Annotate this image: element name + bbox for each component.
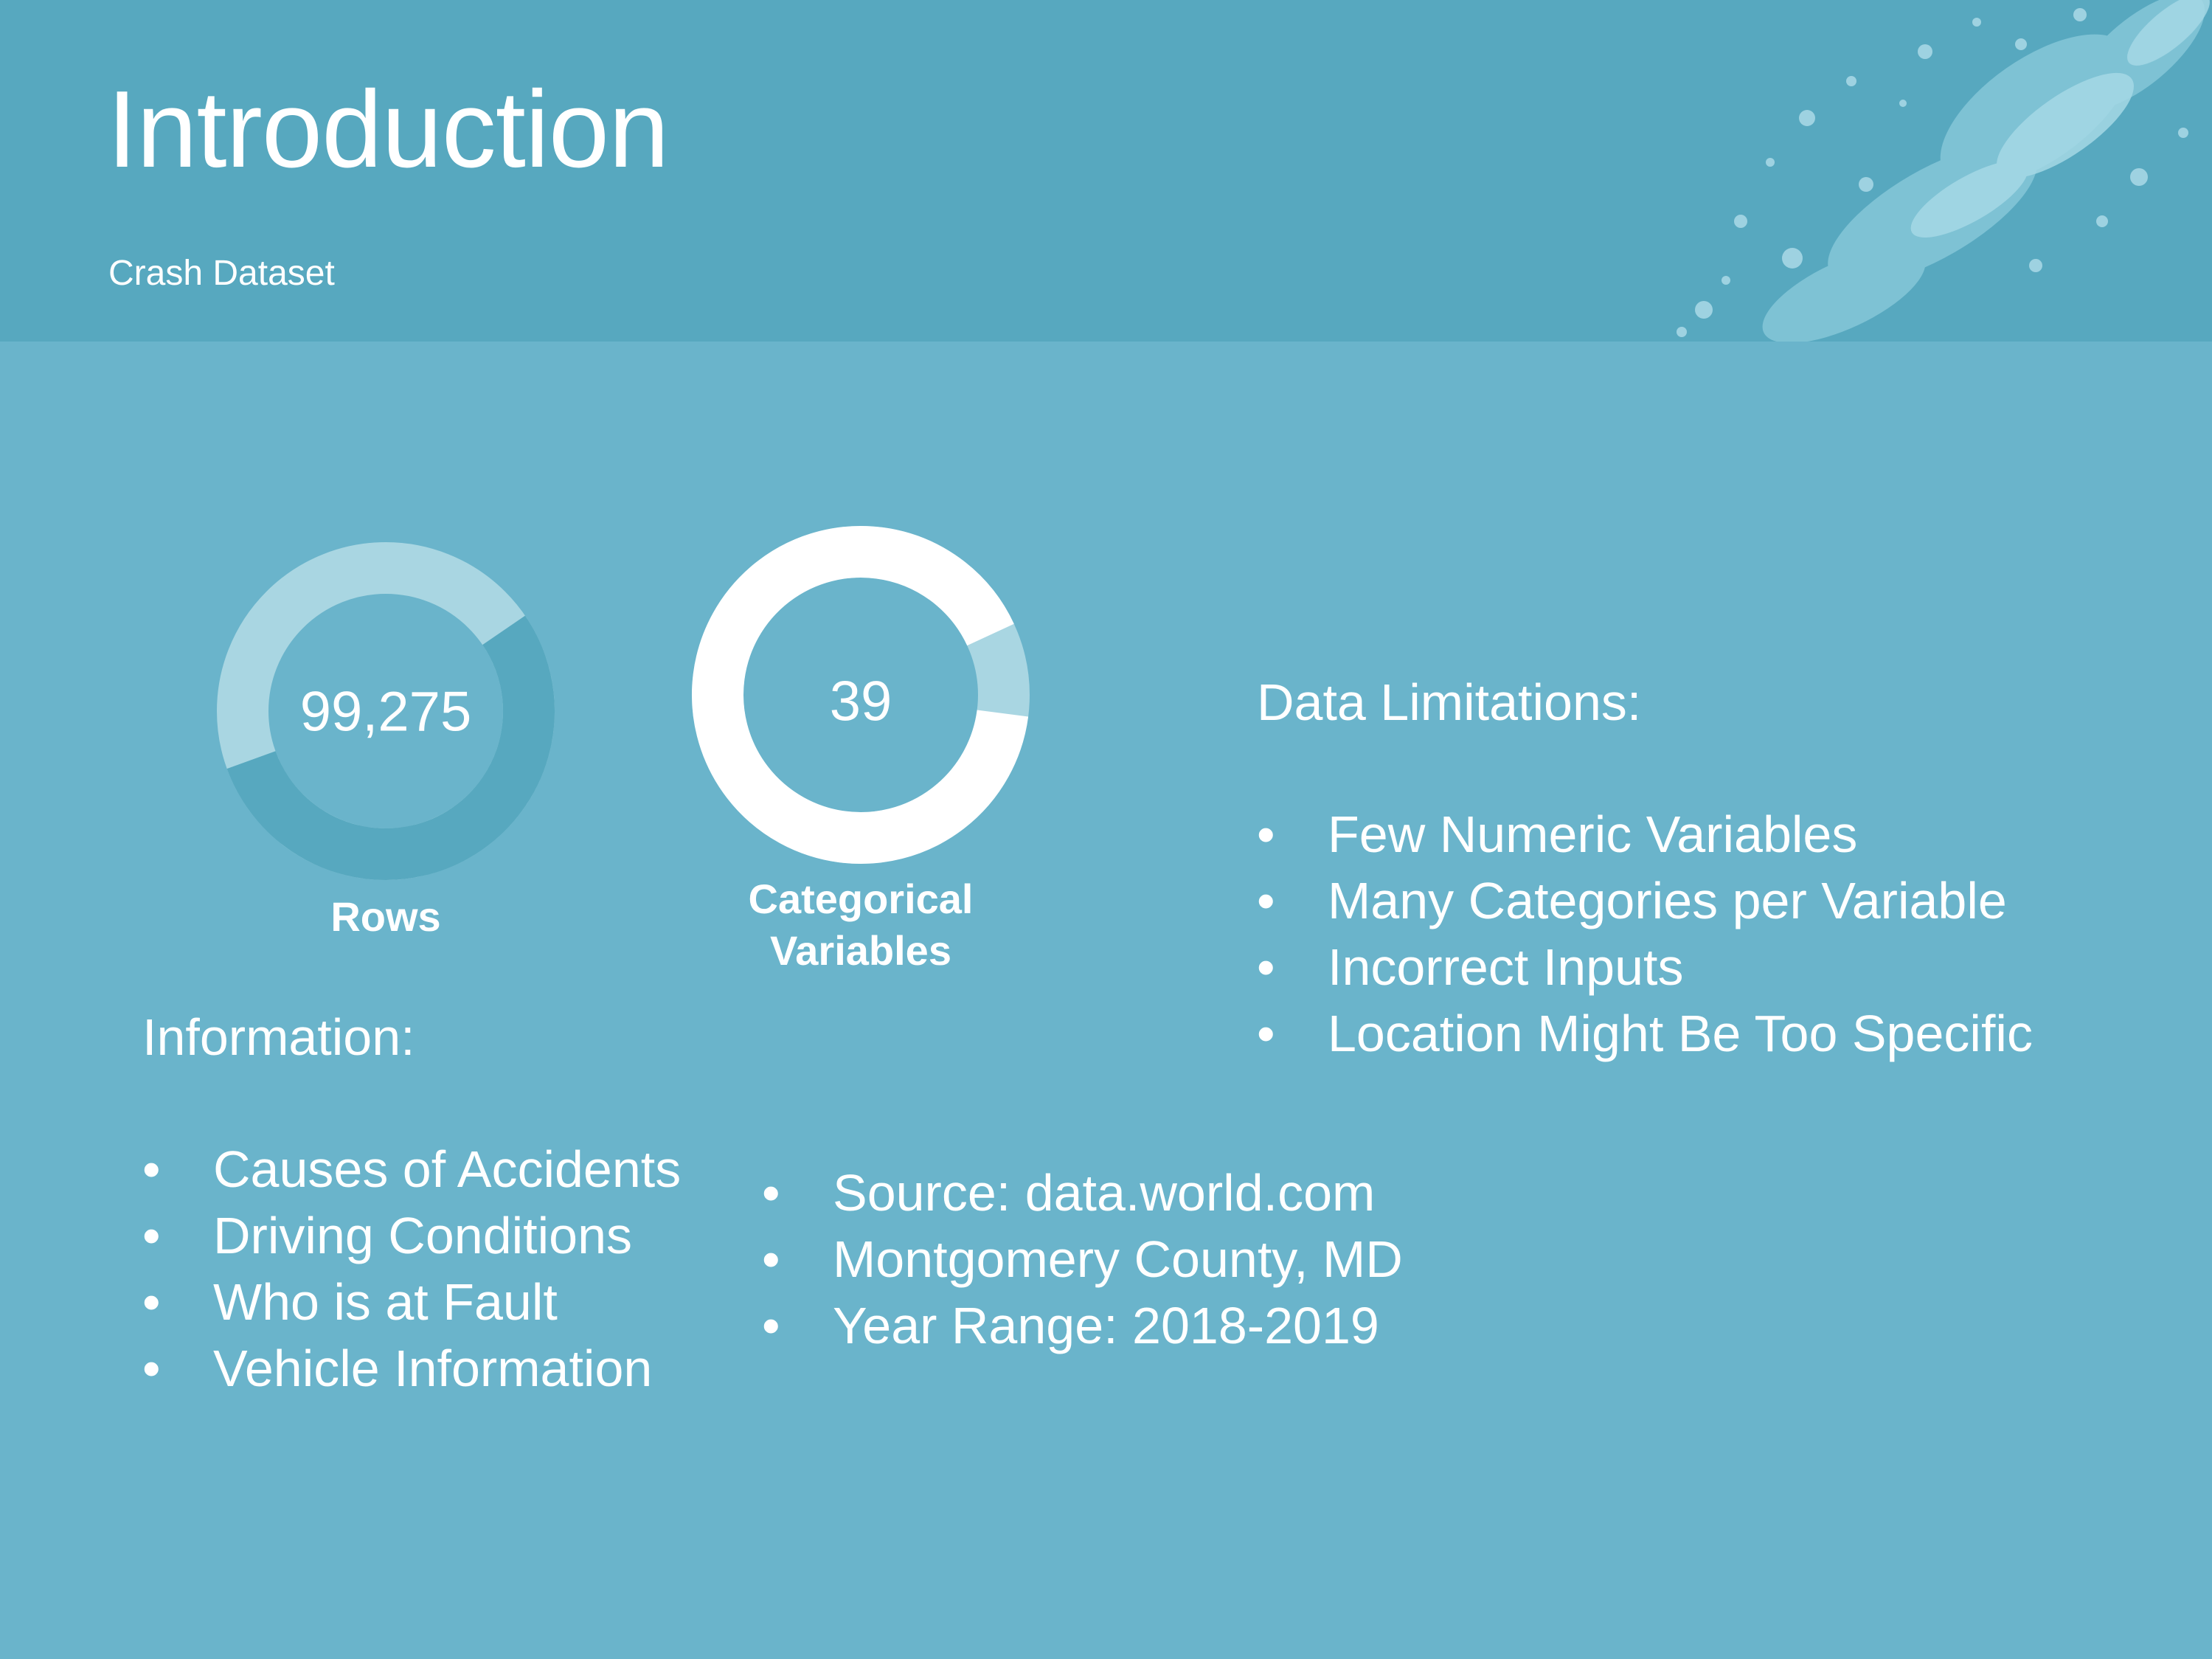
slide-title: Introduction — [107, 69, 669, 190]
limitations-item: Few Numeric Variables — [1257, 801, 2033, 867]
rows-donut-value-arc — [217, 542, 555, 880]
information-item: Vehicle Information — [142, 1335, 681, 1402]
limitations-heading: Data Limitations: — [1257, 673, 1642, 731]
limitations-item: Location Might Be Too Specific — [1257, 1000, 2033, 1067]
categorical-variables-label: Categorical Variables — [713, 873, 1008, 977]
categorical-variables-donut: 39 — [692, 526, 1030, 864]
limitations-item: Incorrect Inputs — [1257, 934, 2033, 1000]
categorical-label-line-2: Variables — [770, 927, 951, 974]
slide-subtitle: Crash Dataset — [108, 254, 335, 293]
source-info-item: Montgomery County, MD — [762, 1226, 1403, 1292]
rows-donut: 99,275 — [217, 542, 555, 880]
rows-value: 99,275 — [300, 681, 471, 744]
information-item: Causes of Accidents — [142, 1136, 681, 1202]
limitations-item: Many Categories per Variable — [1257, 867, 2033, 934]
information-heading: Information: — [142, 1008, 415, 1066]
categorical-label-line-1: Categorical — [748, 876, 974, 922]
slide-header: Introduction Crash Dataset — [0, 0, 2212, 342]
information-item: Driving Conditions — [142, 1202, 681, 1269]
source-info-item: Source: data.world.com — [762, 1160, 1403, 1226]
source-info-list: Source: data.world.com Montgomery County… — [762, 1160, 1403, 1359]
categorical-variables-value: 39 — [830, 671, 892, 733]
source-info-item: Year Range: 2018-2019 — [762, 1292, 1403, 1359]
information-item: Who is at Fault — [142, 1269, 681, 1335]
rows-label: Rows — [330, 893, 441, 940]
paint-splash-decoration — [1677, 0, 2210, 342]
information-list: Causes of Accidents Driving Conditions W… — [142, 1136, 681, 1402]
limitations-list: Few Numeric Variables Many Categories pe… — [1257, 801, 2033, 1067]
